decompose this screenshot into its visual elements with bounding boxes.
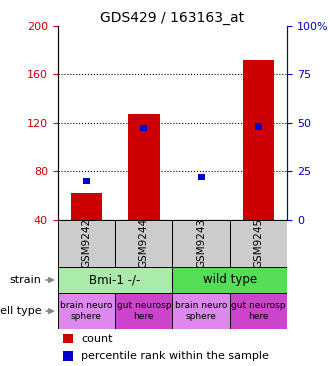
Bar bbox=[173, 293, 230, 329]
Bar bbox=[58, 293, 115, 329]
Bar bbox=[255, 123, 262, 130]
Title: GDS429 / 163163_at: GDS429 / 163163_at bbox=[100, 11, 245, 25]
Bar bbox=[173, 267, 287, 293]
Bar bbox=[140, 126, 147, 131]
Text: gut neurosp
here: gut neurosp here bbox=[116, 301, 171, 321]
Bar bbox=[173, 220, 230, 267]
Text: percentile rank within the sample: percentile rank within the sample bbox=[81, 351, 269, 361]
Bar bbox=[58, 220, 115, 267]
Bar bbox=[128, 114, 159, 220]
Bar bbox=[63, 334, 73, 343]
Text: count: count bbox=[81, 333, 113, 344]
Text: GSM9243: GSM9243 bbox=[196, 219, 206, 268]
Bar bbox=[71, 193, 102, 220]
Bar bbox=[198, 174, 205, 180]
Text: Bmi-1 -/-: Bmi-1 -/- bbox=[89, 273, 141, 287]
Text: GSM9245: GSM9245 bbox=[253, 219, 263, 268]
Bar bbox=[83, 178, 90, 184]
Bar bbox=[63, 351, 73, 361]
Bar bbox=[230, 220, 287, 267]
Bar bbox=[115, 293, 173, 329]
Text: brain neuro
sphere: brain neuro sphere bbox=[175, 301, 227, 321]
Text: gut neurosp
here: gut neurosp here bbox=[231, 301, 286, 321]
Bar bbox=[243, 60, 274, 220]
Bar bbox=[230, 293, 287, 329]
Text: brain neuro
sphere: brain neuro sphere bbox=[60, 301, 113, 321]
Text: wild type: wild type bbox=[203, 273, 257, 287]
Text: strain: strain bbox=[10, 275, 42, 285]
Text: GSM9244: GSM9244 bbox=[139, 219, 149, 268]
Bar bbox=[58, 267, 173, 293]
Text: GSM9242: GSM9242 bbox=[82, 219, 91, 268]
Bar bbox=[115, 220, 173, 267]
Text: cell type: cell type bbox=[0, 306, 42, 316]
